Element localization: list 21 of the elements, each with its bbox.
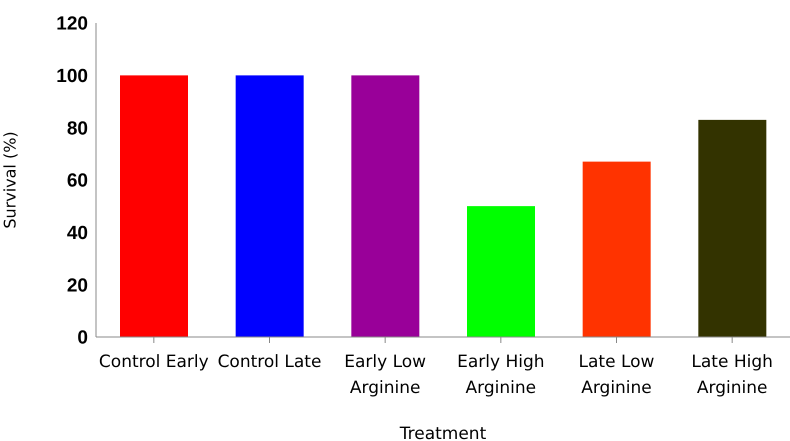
- bar: [351, 75, 420, 337]
- y-tick-label: 100: [56, 66, 88, 88]
- x-tick-label: Late High Arginine: [691, 352, 773, 398]
- y-tick-label: 40: [66, 223, 88, 244]
- y-tick-label: 80: [66, 118, 88, 140]
- bar: [582, 162, 651, 337]
- y-tick-label: 20: [66, 275, 88, 296]
- x-tick-label: Early High Arginine: [457, 352, 545, 398]
- x-tick-label: Control Late: [218, 352, 322, 372]
- x-axis-title: Treatment: [398, 424, 487, 441]
- x-tick-label: Early Low Arginine: [344, 352, 426, 398]
- y-axis-title: Survival (%): [0, 131, 20, 229]
- x-tick-label: Control Early: [98, 352, 209, 372]
- bar: [698, 120, 766, 337]
- bar: [120, 75, 188, 337]
- y-tick-label: 60: [66, 170, 88, 192]
- bar: [467, 206, 535, 337]
- x-tick-label: Late Low Arginine: [578, 352, 655, 398]
- y-tick-label: 120: [56, 14, 88, 35]
- bar: [236, 75, 304, 337]
- y-tick-label: 0: [77, 328, 88, 349]
